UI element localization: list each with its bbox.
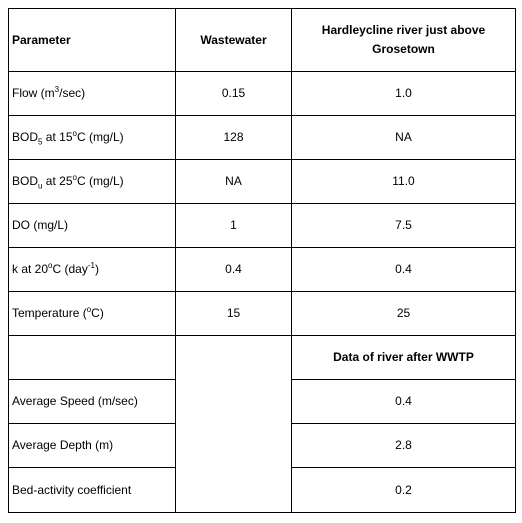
- table-row: DO (mg/L) 1 7.5: [8, 203, 516, 248]
- section-header-river-after-wwtp: Data of river after WWTP: [291, 335, 516, 380]
- row-label-bod5: BOD5 at 15oC (mg/L): [8, 115, 176, 160]
- cell-wastewater: 128: [175, 115, 292, 160]
- header-wastewater: Wastewater: [175, 8, 292, 72]
- row-label-average-depth: Average Depth (m): [8, 423, 176, 468]
- cell-wastewater: NA: [175, 159, 292, 204]
- row-label-k: k at 20oC (day-1): [8, 247, 176, 292]
- table-row: Flow (m3/sec) 0.15 1.0: [8, 71, 516, 116]
- row-label-do: DO (mg/L): [8, 203, 176, 248]
- empty-cell: [8, 335, 176, 380]
- merged-empty-wastewater-cell: [175, 335, 292, 513]
- row-label-temperature: Temperature (oC): [8, 291, 176, 336]
- section-header-row: Data of river after WWTP: [8, 335, 516, 513]
- table-row: Temperature (oC) 15 25: [8, 291, 516, 336]
- cell-river: NA: [291, 115, 516, 160]
- cell-river: 2.8: [291, 423, 516, 468]
- header-row: Parameter Wastewater Hardleycline river …: [8, 8, 516, 72]
- table-row: BOD5 at 15oC (mg/L) 128 NA: [8, 115, 516, 160]
- row-label-average-speed: Average Speed (m/sec): [8, 379, 176, 424]
- cell-river: 0.2: [291, 467, 516, 513]
- header-river: Hardleycline river just above Grosetown: [291, 8, 516, 72]
- cell-river: 1.0: [291, 71, 516, 116]
- table-row: Average Speed (m/sec) 0.4: [8, 379, 516, 424]
- parameters-table: Parameter Wastewater Hardleycline river …: [8, 8, 516, 513]
- cell-wastewater: 1: [175, 203, 292, 248]
- cell-river: 0.4: [291, 379, 516, 424]
- row-label-bed-activity: Bed-activity coefficient: [8, 467, 176, 513]
- cell-river: 11.0: [291, 159, 516, 204]
- cell-river: 7.5: [291, 203, 516, 248]
- table-row: BODu at 25oC (mg/L) NA 11.0: [8, 159, 516, 204]
- row-label-bodu: BODu at 25oC (mg/L): [8, 159, 176, 204]
- cell-wastewater: 0.15: [175, 71, 292, 116]
- header-parameter: Parameter: [8, 8, 176, 72]
- table-row: Bed-activity coefficient 0.2: [8, 467, 516, 513]
- row-label-flow: Flow (m3/sec): [8, 71, 176, 116]
- table-row: Average Depth (m) 2.8: [8, 423, 516, 468]
- cell-wastewater: 15: [175, 291, 292, 336]
- cell-river: 0.4: [291, 247, 516, 292]
- cell-river: 25: [291, 291, 516, 336]
- table-row: k at 20oC (day-1) 0.4 0.4: [8, 247, 516, 292]
- cell-wastewater: 0.4: [175, 247, 292, 292]
